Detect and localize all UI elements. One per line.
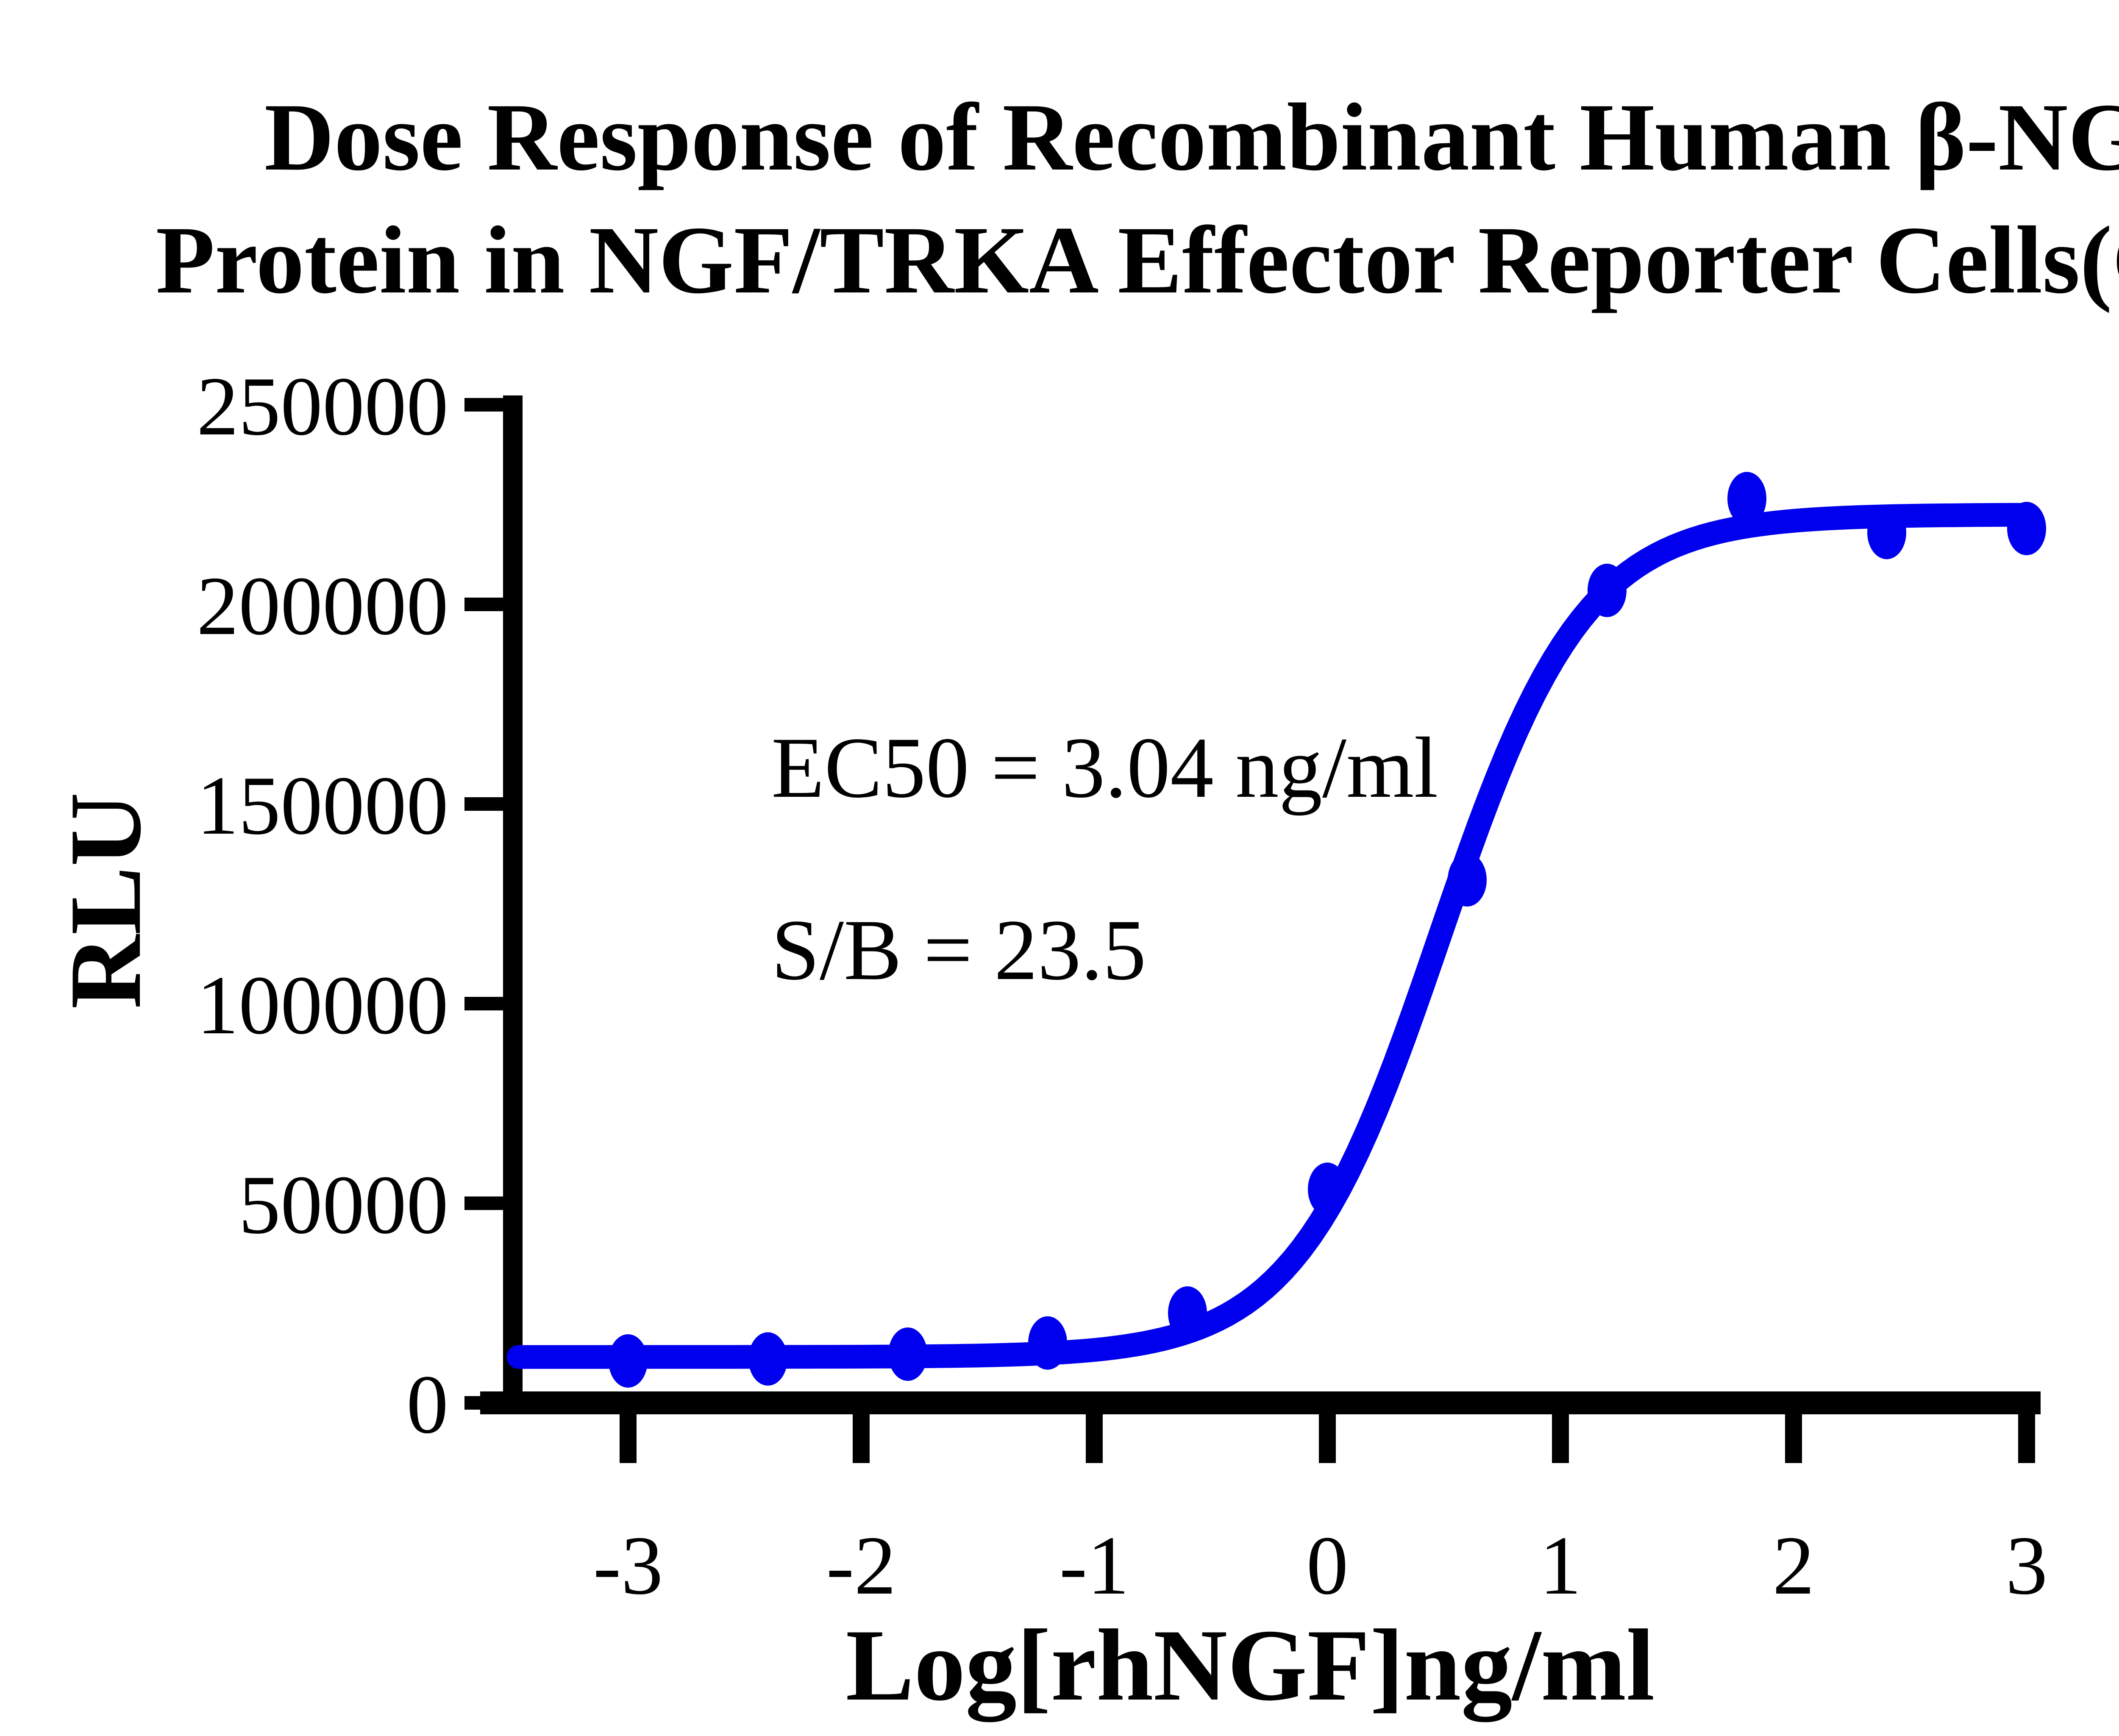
fit-curve-path <box>506 503 2032 1369</box>
chart-title-line2: Protein in NGF/TRKA Effector Reporter Ce… <box>156 207 2119 314</box>
x-tick-label: -2 <box>826 1519 896 1612</box>
data-point-marker <box>1867 506 1906 559</box>
x-tick-label: 2 <box>1773 1519 1815 1612</box>
data-point-marker <box>1588 564 1627 618</box>
y-tick-label: 50000 <box>239 1158 448 1251</box>
data-point-marker <box>1448 853 1487 907</box>
y-tick-label: 200000 <box>197 559 448 652</box>
x-tick-label: 3 <box>2006 1519 2048 1612</box>
y-tick-label: 250000 <box>197 360 448 453</box>
y-axis-title: RLU <box>49 793 162 1009</box>
signal-to-background-annotation: S/B = 23.5 <box>771 902 1146 998</box>
dose-response-fit-curve <box>506 503 2032 1369</box>
x-tick-label: 1 <box>1540 1519 1582 1612</box>
data-point-marker <box>1308 1163 1347 1216</box>
x-tick-label: 0 <box>1307 1519 1349 1612</box>
x-axis-title: Log[rhNGF]ng/ml <box>845 1608 1655 1722</box>
x-tick-label: -3 <box>593 1519 663 1612</box>
data-point-marker <box>609 1334 648 1388</box>
x-axis-ticks: -3 -2 -1 0 1 2 3 <box>593 1404 2048 1612</box>
data-point-marker <box>748 1332 787 1386</box>
y-tick-label: 100000 <box>197 959 448 1052</box>
data-point-marker <box>888 1327 927 1381</box>
ec50-annotation: EC50 = 3.04 ng/ml <box>771 720 1438 816</box>
data-point-marker <box>1028 1316 1067 1370</box>
data-point-marker <box>2007 502 2046 556</box>
data-point-markers <box>609 472 2046 1388</box>
y-axis-ticks: 0 50000 100000 150000 200000 250000 <box>197 360 514 1451</box>
y-tick-label: 150000 <box>197 759 448 852</box>
data-point-marker <box>1727 472 1766 526</box>
y-tick-label: 0 <box>406 1358 448 1451</box>
data-point-marker <box>1168 1286 1207 1340</box>
x-tick-label: -1 <box>1060 1519 1129 1612</box>
chart-title-line1: Dose Response of Recombinant Human β-NGF <box>264 84 2119 191</box>
